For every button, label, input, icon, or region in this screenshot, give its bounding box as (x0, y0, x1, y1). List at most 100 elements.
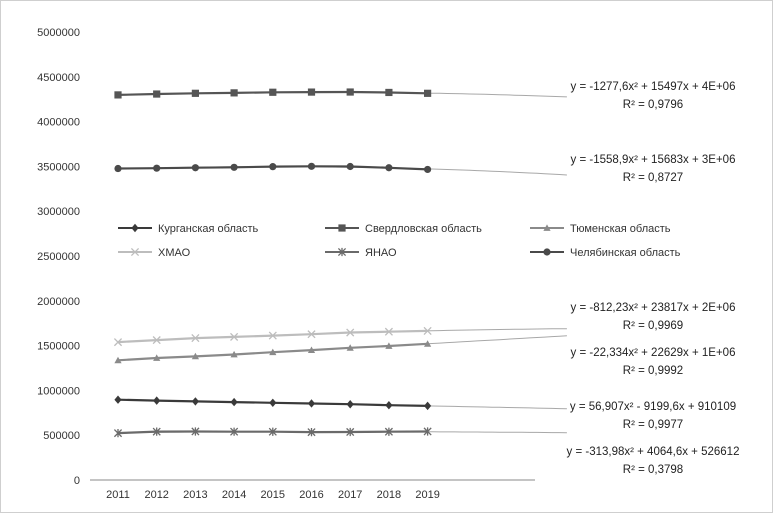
y-tick-label: 1000000 (37, 385, 80, 397)
data-point-1-8 (424, 89, 432, 97)
data-point-0-1 (153, 396, 161, 405)
data-point-3-8 (423, 326, 432, 335)
data-point-3-5 (307, 330, 316, 339)
equation-text: y = -812,23x² + 23817x + 2E+06 (571, 302, 736, 314)
legend-swatch-marker (131, 223, 139, 233)
equation-text: y = -1558,9x² + 15683x + 3E+06 (571, 154, 736, 166)
data-point-4-4 (268, 427, 277, 436)
data-point-2-8 (424, 340, 432, 347)
data-point-4-6 (346, 427, 355, 437)
data-point-2-7 (385, 342, 393, 349)
data-point-0-7 (385, 401, 393, 410)
legend-swatch-marker (337, 247, 347, 257)
x-tick-label: 2018 (377, 489, 401, 501)
legend-item-5: Челябинская область (530, 247, 681, 259)
r-squared-text: R² = 0,9969 (623, 320, 683, 332)
equation-text: y = -22,334x² + 22629x + 1E+06 (571, 347, 736, 359)
trendline-equation-5: y = -313,98x² + 4064,6x + 526612 R² = 0,3… (567, 446, 740, 476)
x-tick-label: 2016 (299, 489, 323, 501)
data-point-4-5 (307, 428, 316, 437)
legend-swatch-marker (543, 224, 551, 231)
data-point-4-8 (423, 427, 432, 436)
data-point-4-3 (230, 427, 239, 436)
trendline-equation-4: y = 56,907x² - 9199,6x + 910109 R² = 0,99… (570, 401, 736, 431)
data-point-2-6 (346, 344, 354, 351)
data-point-5-4 (269, 163, 277, 171)
data-point-5-7 (385, 164, 393, 172)
series-4 (113, 427, 432, 438)
legend-item-1: Свердловская область (325, 223, 482, 235)
data-point-5-3 (230, 163, 238, 171)
r-squared-text: R² = 0,9992 (623, 365, 683, 377)
x-tick-label: 2013 (183, 489, 207, 501)
data-point-3-4 (268, 331, 277, 340)
legend-label: Челябинская область (570, 247, 681, 259)
trendline-equations: y = -1277,6x² + 15497x + 4E+06 R² = 0,979… (567, 81, 740, 476)
data-point-4-0 (113, 429, 123, 438)
data-point-1-4 (269, 88, 277, 96)
data-point-5-1 (153, 164, 161, 172)
data-point-1-0 (114, 91, 122, 99)
data-point-5-6 (346, 162, 354, 171)
y-tick-label: 5000000 (37, 27, 80, 39)
data-point-1-5 (307, 88, 316, 96)
trendline-equation-2: y = -812,23x² + 23817x + 2E+06 R² = 0,996… (571, 302, 736, 332)
x-tick-label: 2019 (415, 489, 439, 501)
data-point-1-3 (230, 89, 238, 97)
x-tick-label: 2017 (338, 489, 362, 501)
legend-label: ХМАО (158, 247, 191, 259)
y-tick-label: 4000000 (37, 117, 80, 129)
r-squared-text: R² = 0,8727 (623, 172, 683, 184)
y-tick-label: 1500000 (37, 341, 80, 353)
x-tick-label: 2014 (222, 489, 246, 501)
legend-swatch-marker (543, 248, 551, 256)
legend-item-4: ЯНАО (325, 247, 397, 259)
x-axis-ticks: 2011 2012 2013 2014 2015 2016 2017 2018 2019 (106, 489, 440, 501)
x-tick-label: 2015 (261, 489, 285, 501)
equation-text: y = 56,907x² - 9199,6x + 910109 (570, 401, 736, 413)
data-point-4-7 (384, 427, 393, 436)
legend-label: ЯНАО (365, 247, 397, 259)
data-point-0-0 (114, 395, 122, 404)
data-point-5-5 (307, 162, 316, 170)
data-point-2-5 (307, 346, 316, 353)
data-point-3-6 (346, 328, 355, 337)
data-point-2-4 (269, 348, 277, 356)
legend-label: Свердловская область (365, 223, 482, 235)
trendline-equation-0: y = -1277,6x² + 15497x + 4E+06 R² = 0,979… (571, 81, 736, 111)
y-tick-label: 2500000 (37, 251, 80, 263)
r-squared-text: R² = 0,9796 (623, 99, 683, 111)
series-0 (114, 395, 432, 411)
data-point-5-2 (191, 164, 199, 172)
series-group (113, 88, 432, 438)
series-3 (113, 326, 432, 347)
legend: Курганская область Свердловская область Тю… (118, 223, 681, 259)
data-point-0-2 (191, 397, 199, 406)
trendline-equation-3: y = -22,334x² + 22629x + 1E+06 R² = 0,999… (571, 347, 736, 377)
series-5 (114, 162, 432, 174)
series-1 (114, 88, 432, 99)
data-point-0-4 (269, 398, 277, 407)
y-tick-label: 3000000 (37, 206, 80, 218)
y-axis-ticks: 0 500000 1000000 1500000 2000000 2500000 30000… (37, 27, 80, 487)
data-point-0-3 (230, 397, 238, 407)
data-point-0-8 (424, 401, 432, 411)
y-tick-label: 4500000 (37, 72, 80, 84)
equation-text: y = -1277,6x² + 15497x + 4E+06 (571, 81, 736, 93)
legend-item-0: Курганская область (118, 223, 259, 235)
r-squared-text: R² = 0,3798 (623, 464, 683, 476)
data-point-2-2 (191, 352, 199, 360)
data-point-1-7 (385, 88, 393, 97)
legend-item-3: ХМАО (118, 247, 191, 259)
data-point-1-2 (191, 89, 199, 97)
y-tick-label: 3500000 (37, 161, 80, 173)
data-point-3-7 (384, 327, 393, 336)
data-point-3-0 (113, 338, 123, 347)
data-point-5-0 (114, 164, 122, 173)
data-point-4-1 (152, 427, 161, 436)
legend-item-2: Тюменская область (530, 223, 671, 235)
data-point-2-0 (114, 356, 122, 364)
series-2 (114, 340, 432, 364)
y-tick-label: 500000 (43, 430, 80, 442)
